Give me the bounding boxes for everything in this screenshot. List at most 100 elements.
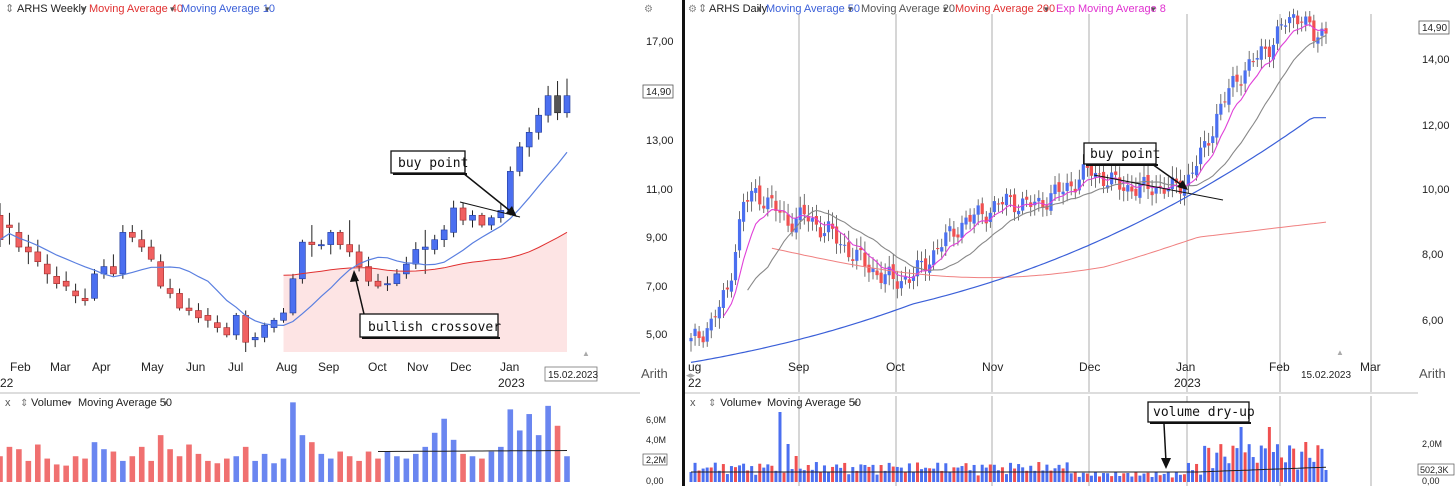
volume-bar — [827, 471, 831, 482]
volume-bar — [770, 465, 774, 482]
y-tick: 9,00 — [646, 232, 667, 244]
right-indicator-ma20[interactable]: Moving Average 20 — [861, 3, 955, 15]
volume-bar — [831, 466, 835, 482]
arrow-head-icon — [1161, 458, 1171, 469]
volume-title[interactable]: Volume — [720, 397, 757, 409]
buy-point-arrow — [1151, 163, 1184, 187]
volume-bar — [1045, 464, 1049, 482]
panel-divider[interactable] — [682, 0, 685, 486]
dropdown-arrow-icon[interactable]: ▾ — [163, 398, 168, 408]
volume-bar — [0, 456, 3, 482]
drag-handle-icon[interactable]: ⇕ — [20, 398, 28, 409]
candle — [1239, 84, 1243, 86]
dropdown-arrow-icon[interactable]: ▾ — [81, 4, 86, 14]
candle — [119, 232, 127, 275]
candle — [1292, 14, 1296, 18]
volume-title[interactable]: Volume — [31, 397, 68, 409]
dropdown-arrow-icon[interactable]: ▾ — [757, 398, 762, 408]
volume-bar — [1288, 445, 1292, 482]
volume-bar — [960, 466, 964, 482]
volume-bar — [450, 439, 457, 482]
volume-bar — [1267, 427, 1271, 482]
last-price-label: 14,90 — [646, 87, 671, 98]
volume-bar — [1158, 475, 1162, 482]
volume-bar — [1255, 462, 1259, 482]
left-indicator-ma40[interactable]: Moving Average 40 — [89, 3, 183, 15]
dropdown-arrow-icon[interactable]: ▾ — [170, 4, 175, 14]
close-icon[interactable]: x — [690, 397, 696, 409]
volume-bar — [413, 453, 419, 482]
candle — [733, 251, 738, 281]
scroll-up-icon[interactable]: ▲ — [1336, 348, 1344, 357]
dropdown-arrow-icon[interactable]: ▾ — [1151, 4, 1156, 14]
dropdown-arrow-icon[interactable]: ▾ — [757, 4, 762, 14]
candle — [280, 312, 287, 321]
volume-bar — [1142, 473, 1146, 482]
volume-indicator[interactable]: Moving Average 50 — [78, 397, 172, 409]
scale-label[interactable]: Arith — [1419, 366, 1446, 381]
volume-bar — [839, 467, 843, 482]
volume-badge — [1417, 463, 1455, 476]
candle — [1158, 185, 1162, 187]
volume-bar — [968, 470, 972, 482]
settings-icon[interactable]: ⚙ — [644, 4, 653, 15]
candle — [1105, 185, 1110, 189]
volume-bar — [1211, 468, 1215, 482]
x-tick-fragment: ug — [688, 360, 701, 374]
dropdown-arrow-icon[interactable]: ▾ — [853, 398, 858, 408]
right-indicator-ma200[interactable]: Moving Average 200 — [955, 3, 1055, 15]
close-icon[interactable]: x — [5, 397, 11, 409]
dropdown-arrow-icon[interactable]: ▾ — [1044, 4, 1049, 14]
right-x-axis: ug Sep Oct Nov Dec Jan Feb Mar 22 2023 1… — [686, 348, 1446, 390]
candle — [1247, 59, 1251, 71]
dropdown-arrow-icon[interactable]: ▾ — [943, 4, 948, 14]
x-tick: May — [141, 360, 164, 374]
candle — [992, 201, 996, 213]
candle — [1089, 165, 1094, 176]
candle — [936, 247, 940, 250]
date-badge-label: 15.02.2023 — [1301, 370, 1351, 381]
candle — [1255, 58, 1259, 60]
drag-handle-icon[interactable]: ⇕ — [708, 398, 716, 409]
y-tick: 7,00 — [646, 281, 667, 293]
candle — [412, 249, 420, 265]
volume-bar — [940, 470, 944, 482]
volume-bar — [750, 466, 754, 482]
volume-bar — [1000, 467, 1004, 482]
volume-indicator[interactable]: Moving Average 50 — [767, 397, 861, 409]
volume-bar — [964, 463, 968, 482]
dropdown-arrow-icon[interactable]: ▾ — [848, 4, 853, 14]
dropdown-arrow-icon[interactable]: ▾ — [265, 4, 270, 14]
volume-bar — [924, 467, 928, 482]
volume-bar — [944, 463, 948, 482]
candle — [176, 293, 183, 309]
scroll-left-icon[interactable]: ◂▸ — [686, 370, 696, 380]
scroll-up-icon[interactable]: ▲ — [582, 349, 590, 358]
candle — [1267, 46, 1271, 57]
scale-label[interactable]: Arith — [641, 366, 668, 381]
volume-bar — [214, 463, 221, 482]
candle — [34, 251, 42, 262]
volume-bar — [1271, 452, 1275, 482]
candle — [1259, 46, 1263, 60]
settings-icon[interactable]: ⚙ — [688, 4, 697, 15]
left-indicator-ma10[interactable]: Moving Average 10 — [181, 3, 275, 15]
candle — [1081, 164, 1085, 180]
right-symbol-label[interactable]: ARHS Daily — [709, 3, 768, 15]
candle — [1097, 173, 1102, 175]
volume-bar — [948, 472, 952, 482]
candle — [762, 205, 766, 209]
candle — [1065, 182, 1069, 191]
last-price-badge — [1418, 20, 1450, 35]
candle — [1312, 20, 1316, 42]
left-symbol-label[interactable]: ARHS Weekly — [17, 3, 87, 15]
right-indicator-ema8[interactable]: Exp Moving Average 8 — [1056, 3, 1166, 15]
x-tick: Feb — [1269, 360, 1290, 374]
volume-bar — [535, 435, 542, 482]
dropdown-arrow-icon[interactable]: ▾ — [67, 398, 72, 408]
right-indicator-ma50[interactable]: Moving Average 50 — [766, 3, 860, 15]
candle — [440, 229, 448, 241]
candle — [1033, 201, 1037, 206]
volume-bar — [1324, 469, 1328, 482]
